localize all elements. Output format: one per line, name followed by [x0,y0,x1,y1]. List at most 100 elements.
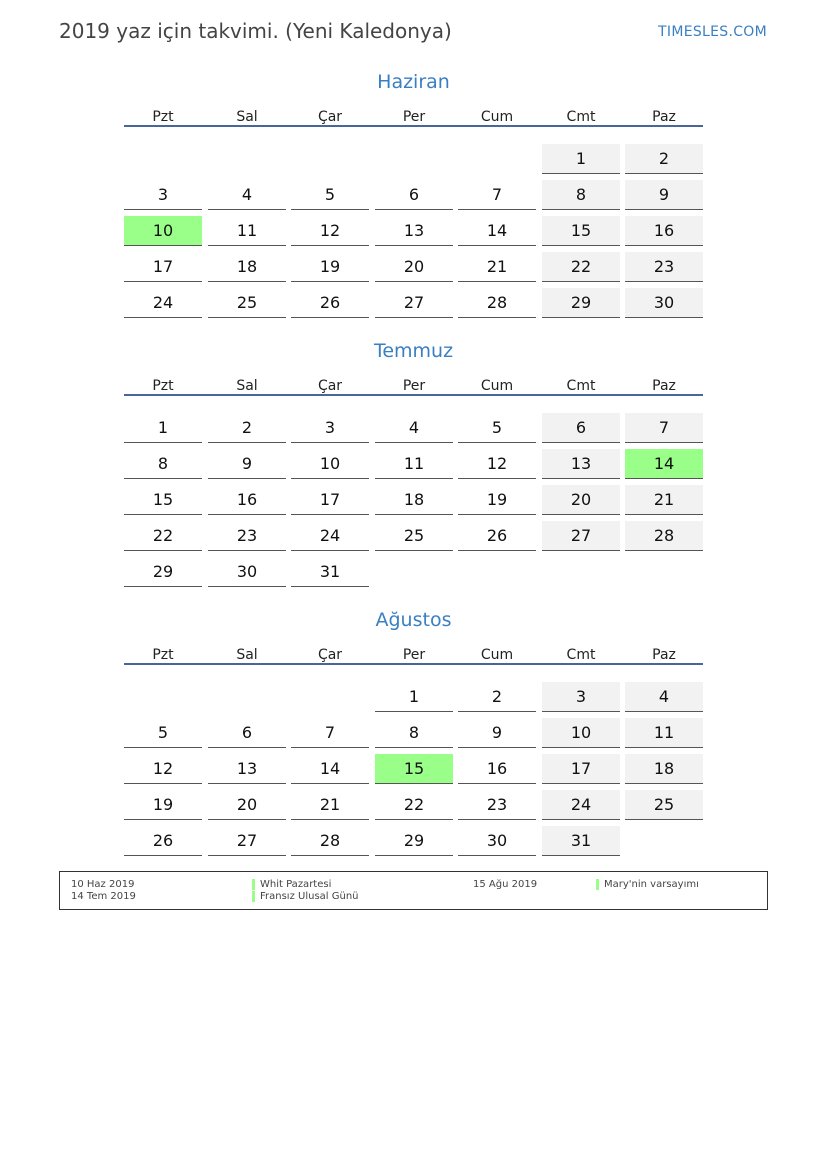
legend-holiday: Mary'nin varsayımı [604,879,699,890]
day-cell: 4 [208,180,286,210]
day-cell: 21 [291,790,369,820]
day-cell: 12 [291,216,369,246]
day-cell: 18 [208,252,286,282]
day-cell: 26 [458,521,536,551]
month-title: Haziran [377,71,450,93]
day-cell: 24 [542,790,620,820]
day-cell: 24 [291,521,369,551]
day-cell: 1 [375,682,453,712]
weekday-header: Sal [236,378,258,394]
day-cell: 5 [458,413,536,443]
brand-link[interactable]: TIMESLES.COM [658,24,767,40]
day-cell: 23 [625,252,703,282]
weekday-header: Cmt [566,109,596,125]
day-cell: 1 [124,413,202,443]
day-cell: 7 [291,718,369,748]
holiday-legend: 10 Haz 2019 14 Tem 2019 Whit Pazartesi F… [59,871,768,910]
day-cell: 3 [542,682,620,712]
day-cell: 25 [375,521,453,551]
day-cell: 21 [625,485,703,515]
month-title: Temmuz [373,340,454,362]
weekday-header: Paz [652,647,676,663]
weekday-header: Cmt [566,378,596,394]
month-0: Haziran Pzt Sal Çar Per Cum Cmt Paz 1 2 3 4 5 6 7 8 9 10 1… [124,71,703,331]
day-cell: 15 [542,216,620,246]
weekday-header: Sal [236,109,258,125]
day-cell: 30 [458,826,536,856]
day-cell: 11 [208,216,286,246]
weekday-header: Cmt [566,647,596,663]
day-cell: 6 [375,180,453,210]
day-cell: 25 [208,288,286,318]
day-cell: 7 [458,180,536,210]
holiday-marker [596,879,599,890]
day-cell: 23 [458,790,536,820]
day-cell: 14 [458,216,536,246]
weekday-header: Pzt [152,109,174,125]
weekday-header: Pzt [152,378,174,394]
holiday-marker [252,891,255,902]
day-cell: 20 [542,485,620,515]
day-cell: 9 [625,180,703,210]
day-cell: 17 [291,485,369,515]
day-cell: 5 [291,180,369,210]
day-cell: 25 [625,790,703,820]
day-cell: 31 [291,557,369,587]
weekday-header: Cum [480,378,514,394]
day-cell: 30 [625,288,703,318]
weekday-header: Cum [480,109,514,125]
day-cell: 20 [208,790,286,820]
day-cell: 19 [291,252,369,282]
day-cell: 8 [375,718,453,748]
day-cell: 31 [542,826,620,856]
day-cell: 11 [625,718,703,748]
day-cell: 8 [124,449,202,479]
day-cell: 10 [542,718,620,748]
weekday-header: Çar [317,109,343,125]
day-cell: 2 [208,413,286,443]
day-cell: 27 [208,826,286,856]
day-cell: 13 [208,754,286,784]
holiday-day-cell: 10 [124,216,202,246]
day-cell: 27 [375,288,453,318]
day-cell: 1 [542,144,620,174]
legend-date: 10 Haz 2019 [71,879,135,890]
day-cell: 3 [124,180,202,210]
day-cell: 16 [208,485,286,515]
day-cell: 26 [291,288,369,318]
day-cell: 14 [291,754,369,784]
month-title: Ağustos [375,609,452,631]
day-cell: 4 [625,682,703,712]
legend-date: 14 Tem 2019 [71,891,136,902]
day-cell: 20 [375,252,453,282]
header-rule [124,125,703,127]
day-cell: 22 [375,790,453,820]
holiday-marker [252,879,255,890]
day-cell: 10 [291,449,369,479]
weekday-header: Paz [652,378,676,394]
month-1: Temmuz Pzt Sal Çar Per Cum Cmt Paz 1 2 3 4 5 6 7 8 9 10 11… [124,340,703,600]
day-cell: 28 [625,521,703,551]
weekday-header: Per [402,378,426,394]
page-title: 2019 yaz için takvimi. (Yeni Kaledonya) [59,19,452,43]
weekday-header: Sal [236,647,258,663]
day-cell: 9 [458,718,536,748]
day-cell: 17 [542,754,620,784]
day-cell: 22 [542,252,620,282]
day-cell: 28 [291,826,369,856]
day-cell: 13 [375,216,453,246]
legend-holiday: Whit Pazartesi [260,879,332,890]
legend-date: 15 Ağu 2019 [473,879,538,890]
holiday-day-cell: 15 [375,754,453,784]
day-cell: 27 [542,521,620,551]
day-cell: 16 [625,216,703,246]
header-rule [124,394,703,396]
day-cell: 26 [124,826,202,856]
day-cell: 18 [625,754,703,784]
day-cell: 11 [375,449,453,479]
day-cell: 22 [124,521,202,551]
month-2: Ağustos Pzt Sal Çar Per Cum Cmt Paz 1 2 3 4 5 6 7 8 9 10 1… [124,609,703,869]
day-cell: 2 [625,144,703,174]
weekday-header: Cum [480,647,514,663]
